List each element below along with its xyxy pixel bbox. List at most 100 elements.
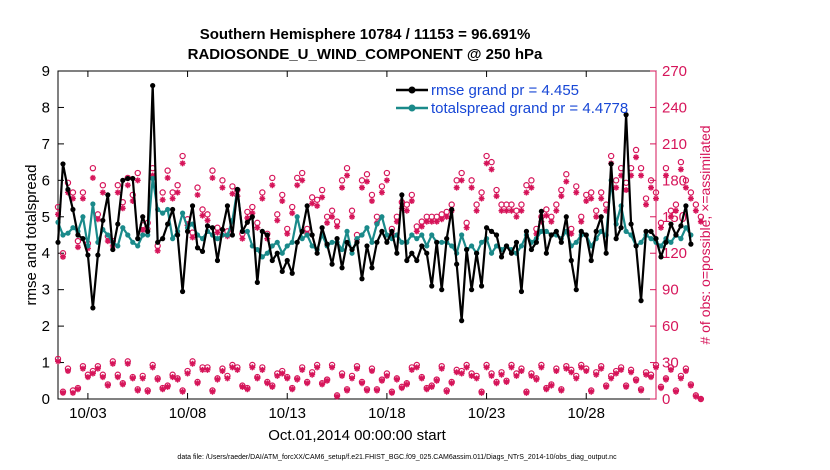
obs-assimilated-marker (294, 182, 301, 189)
obs-low-assimilated-marker (109, 360, 116, 367)
obs-low-assimilated-marker (234, 366, 241, 373)
totalspread-point (105, 232, 111, 238)
totalspread-point (369, 239, 375, 245)
obs-low-assimilated-marker (408, 366, 415, 373)
rmse-point (85, 252, 91, 258)
obs-assimilated-marker (523, 189, 530, 196)
rmse-point (543, 250, 549, 256)
obs-low-assimilated-marker (274, 372, 281, 379)
obs-possible-marker (294, 174, 301, 182)
obs-possible-marker (632, 146, 640, 154)
obs-low-assimilated-marker (74, 386, 81, 393)
obs-possible-marker (647, 177, 655, 184)
totalspread-point (478, 239, 485, 245)
obs-low-assimilated-marker (264, 380, 271, 387)
rmse-point (648, 228, 654, 234)
obs-assimilated-marker (104, 238, 111, 245)
obs-possible-marker (583, 191, 590, 199)
obs-low-assimilated-marker (229, 364, 236, 371)
obs-low-assimilated-marker (692, 393, 699, 400)
obs-low-assimilated-marker (149, 364, 156, 371)
obs-assimilated-marker (573, 189, 580, 196)
totalspread-point (135, 243, 141, 249)
rmse-point (688, 241, 694, 247)
obs-low-assimilated-marker (558, 387, 565, 394)
obs-assimilated-marker (334, 223, 341, 230)
rmse-point (464, 246, 470, 253)
obs-assimilated-marker (99, 189, 106, 196)
obs-assimilated-marker (383, 177, 390, 184)
totalspread-point (120, 225, 126, 231)
obs-possible-marker (114, 181, 122, 189)
obs-possible-marker (249, 203, 256, 211)
rmse-point (444, 236, 450, 242)
rmse-point (369, 265, 375, 271)
obs-possible-marker (328, 207, 336, 214)
obs-assimilated-marker (149, 172, 156, 179)
obs-low-assimilated-marker (64, 368, 71, 375)
rmse-point (209, 225, 216, 231)
rmse-point (553, 228, 559, 234)
obs-possible-marker (219, 177, 226, 184)
obs-low-assimilated-marker (159, 386, 166, 393)
rmse-point (199, 248, 206, 254)
obs-possible-marker (134, 169, 141, 177)
obs-assimilated-marker (174, 189, 181, 196)
obs-assimilated-marker (164, 174, 171, 181)
obs-possible-marker (348, 207, 356, 214)
obs-assimilated-marker (508, 207, 515, 214)
obs-assimilated-marker (687, 195, 694, 202)
obs-possible-marker (483, 152, 490, 160)
left-tick-label: 8 (42, 99, 50, 116)
obs-assimilated-marker (403, 207, 410, 214)
footer-file-path: data file: /Users/raeder/DAI/ATM_forcXX/… (177, 454, 617, 461)
rmse-point (224, 203, 231, 209)
obs-possible-marker (313, 196, 321, 203)
totalspread-point (374, 221, 380, 227)
obs-assimilated-marker (154, 247, 161, 254)
totalspread-point (449, 243, 455, 249)
rmse-point (498, 254, 505, 260)
obs-low-assimilated-marker (543, 386, 550, 393)
obs-low-assimilated-marker (503, 378, 510, 385)
obs-low-assimilated-marker (638, 387, 645, 394)
obs-assimilated-marker (428, 218, 435, 225)
obs-assimilated-marker (204, 217, 211, 224)
rmse-point (663, 239, 669, 245)
obs-assimilated-marker (468, 184, 475, 191)
obs-possible-marker (523, 181, 530, 189)
obs-possible-marker (179, 152, 186, 160)
obs-assimilated-marker (378, 189, 385, 196)
obs-assimilated-marker (214, 229, 221, 236)
totalspread-point (140, 232, 146, 238)
rmse-point (244, 219, 250, 225)
rmse-point (434, 239, 440, 245)
obs-low-assimilated-marker (184, 370, 191, 377)
totalspread-point (165, 206, 171, 213)
rmse-point (404, 257, 410, 264)
rmse-point (309, 232, 315, 238)
rmse-point (683, 203, 689, 209)
obs-assimilated-marker (129, 197, 136, 204)
rmse-point (219, 226, 226, 233)
obs-low-assimilated-marker (99, 374, 106, 381)
rmse-point (588, 257, 594, 264)
obs-possible-marker (209, 167, 216, 174)
obs-assimilated-marker (314, 202, 321, 209)
totalspread-point (170, 236, 176, 242)
obs-low-assimilated-marker (124, 360, 131, 367)
obs-assimilated-marker (548, 218, 555, 225)
totalspread-point (224, 232, 231, 238)
obs-low-assimilated-marker (139, 375, 146, 382)
obs-possible-marker (229, 183, 236, 190)
obs-possible-marker (677, 158, 685, 166)
obs-assimilated-marker (74, 244, 81, 251)
obs-assimilated-marker (553, 207, 560, 214)
totalspread-point (623, 228, 629, 234)
rmse-point (234, 186, 240, 193)
obs-assimilated-marker (518, 207, 525, 214)
obs-assimilated-marker (94, 216, 101, 223)
obs-possible-marker (358, 177, 366, 184)
totalspread-point (304, 232, 310, 238)
obs-low-assimilated-marker (329, 364, 336, 371)
